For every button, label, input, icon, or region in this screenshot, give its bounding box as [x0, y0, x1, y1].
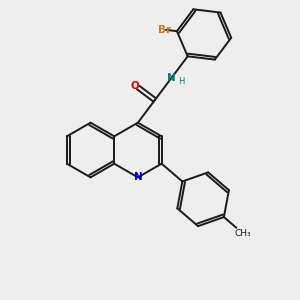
- Text: O: O: [130, 81, 139, 91]
- Text: N: N: [167, 73, 176, 83]
- Text: Br: Br: [158, 25, 171, 35]
- Text: N: N: [134, 172, 142, 182]
- Text: H: H: [178, 76, 184, 85]
- Text: CH₃: CH₃: [234, 229, 251, 238]
